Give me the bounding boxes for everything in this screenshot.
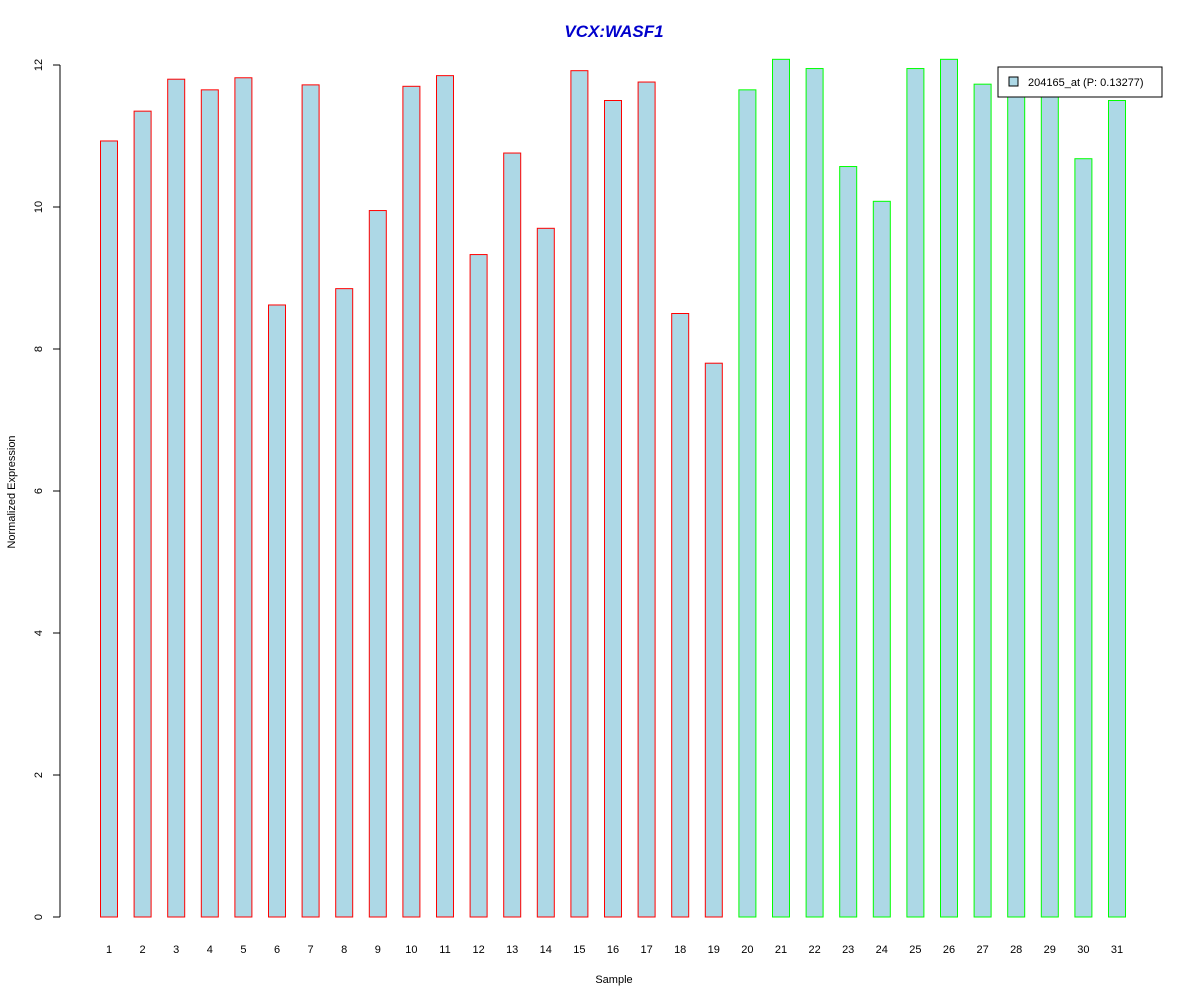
bar-sample-1 xyxy=(100,140,118,918)
bar-sample-2 xyxy=(133,110,152,918)
bar-sample-15 xyxy=(570,70,589,918)
bar-sample-19 xyxy=(704,362,723,918)
x-tick-label: 1 xyxy=(106,944,112,956)
bar-sample-8 xyxy=(335,288,354,918)
y-tick-label: 6 xyxy=(33,488,45,494)
x-tick-label: 23 xyxy=(842,944,854,956)
x-tick-label: 22 xyxy=(808,944,820,956)
bar-sample-18 xyxy=(671,313,690,918)
x-tick-label: 31 xyxy=(1111,944,1123,956)
x-tick-label: 7 xyxy=(308,944,314,956)
legend: 204165_at (P: 0.13277) xyxy=(997,66,1163,98)
x-tick-label: 29 xyxy=(1044,944,1056,956)
x-tick-label: 14 xyxy=(540,944,552,956)
x-tick-label: 12 xyxy=(472,944,484,956)
x-tick-label: 17 xyxy=(640,944,652,956)
x-tick-labels: 1 2 3 4 5 6 7 8 9 10 11 12 13 14 15 16 17 18 19 20 21 22 23 24 2… xyxy=(106,944,1123,956)
bar-sample-31 xyxy=(1108,100,1126,918)
chart-title: VCX:WASF1 xyxy=(564,22,663,41)
x-axis-label: Sample xyxy=(595,974,632,986)
bar-sample-27 xyxy=(973,83,992,918)
x-tick-label: 18 xyxy=(674,944,686,956)
x-tick-label: 30 xyxy=(1077,944,1089,956)
y-tick-label: 0 xyxy=(33,914,45,920)
bar-sample-12 xyxy=(469,254,488,918)
bar-sample-20 xyxy=(738,89,757,918)
bar-sample-9 xyxy=(368,210,387,918)
y-tick-label: 10 xyxy=(33,201,45,213)
bar-sample-13 xyxy=(503,152,522,918)
bar-sample-11 xyxy=(436,75,454,918)
bar-sample-24 xyxy=(872,200,891,918)
x-tick-label: 6 xyxy=(274,944,280,956)
x-tick-label: 9 xyxy=(375,944,381,956)
legend-label: 204165_at (P: 0.13277) xyxy=(1028,77,1144,89)
x-tick-label: 13 xyxy=(506,944,518,956)
x-tick-label: 19 xyxy=(708,944,720,956)
bar-sample-10 xyxy=(402,85,421,918)
bar-sample-7 xyxy=(301,84,320,918)
bar-sample-16 xyxy=(604,100,622,918)
bar-sample-6 xyxy=(268,304,286,918)
bar-sample-17 xyxy=(637,81,656,918)
x-tick-label: 2 xyxy=(140,944,146,956)
bar-sample-21 xyxy=(772,58,790,918)
bar-sample-26 xyxy=(940,58,958,918)
bar-sample-30 xyxy=(1074,158,1093,918)
y-tick-label: 8 xyxy=(33,346,45,352)
bar-sample-23 xyxy=(839,166,858,918)
x-tick-label: 8 xyxy=(341,944,347,956)
x-tick-label: 11 xyxy=(439,944,450,956)
bar-sample-5 xyxy=(234,77,253,918)
bar-sample-25 xyxy=(906,68,925,918)
bar-sample-22 xyxy=(805,68,824,918)
x-tick-label: 16 xyxy=(607,944,619,956)
x-tick-label: 15 xyxy=(573,944,585,956)
x-tick-label: 5 xyxy=(240,944,246,956)
x-tick-label: 24 xyxy=(876,944,888,956)
x-tick-label: 28 xyxy=(1010,944,1022,956)
x-tick-label: 21 xyxy=(775,944,787,956)
y-axis-label: Normalized Expression xyxy=(6,435,18,548)
x-tick-label: 27 xyxy=(976,944,988,956)
x-tick-label: 20 xyxy=(741,944,753,956)
bars xyxy=(100,58,1126,918)
y-tick-label: 4 xyxy=(33,630,45,636)
bar-sample-28 xyxy=(1007,92,1026,918)
y-axis: 0 2 4 6 8 10 12 xyxy=(33,59,61,920)
y-tick-label: 12 xyxy=(33,59,45,71)
x-tick-label: 25 xyxy=(909,944,921,956)
x-tick-label: 4 xyxy=(207,944,213,956)
bar-sample-29 xyxy=(1040,92,1059,918)
bar-sample-3 xyxy=(167,78,186,918)
bar-sample-14 xyxy=(536,227,555,918)
y-tick-label: 2 xyxy=(33,772,45,778)
bar-sample-4 xyxy=(200,89,219,918)
x-tick-label: 10 xyxy=(405,944,417,956)
x-tick-label: 26 xyxy=(943,944,955,956)
x-tick-label: 3 xyxy=(173,944,179,956)
legend-box xyxy=(997,66,1163,98)
legend-swatch xyxy=(1008,76,1019,87)
